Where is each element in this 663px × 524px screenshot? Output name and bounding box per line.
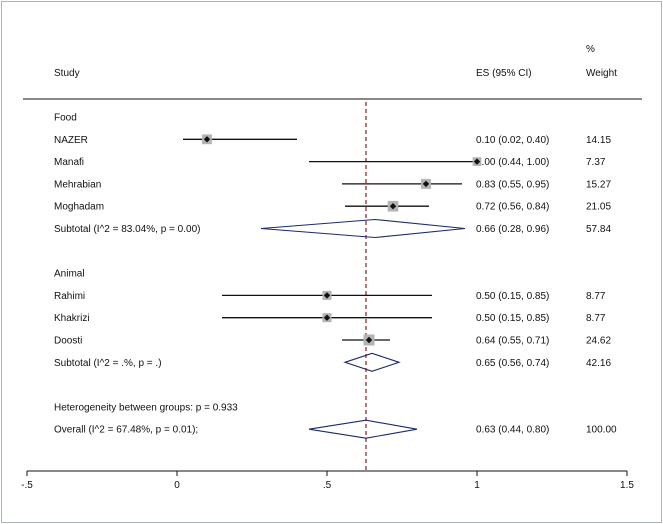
point-estimate [323,292,331,299]
point-estimate [389,203,397,210]
study-label: Moghadam [54,202,104,213]
effect-size-text: 0.66 (0.28, 0.96) [476,224,549,235]
weight-text: 14.15 [586,135,611,146]
weight-text: 7.37 [586,157,606,168]
subtotal-diamond [260,218,466,239]
effect-size-text: 0.50 (0.15, 0.85) [476,313,549,324]
study-label: Khakrizi [54,313,90,324]
subtotal-diamond [343,352,401,372]
weight-text: 15.27 [586,179,611,190]
header-weight-percent: % [586,44,595,55]
x-axis: -.5 0 .5 1 1.5 [21,470,634,491]
group-label: Food [54,113,77,124]
x-tick-label: 0 [174,480,180,491]
header-es: ES (95% CI) [476,68,532,79]
effect-size-text: 0.65 (0.56, 0.74) [476,358,549,369]
x-tick-label: -.5 [21,480,33,491]
x-tick-label: 1 [474,480,480,491]
rows-layer: Food NAZER 0.10 (0.02, 0.40) 14.15 Manafi 1.0… [54,102,617,471]
weight-text: 57.84 [586,224,611,235]
weight-text: 24.62 [586,336,611,347]
weight-text: 100.00 [586,425,617,436]
study-label: Rahimi [54,291,85,302]
effect-size-text: 0.72 (0.56, 0.84) [476,202,549,213]
header-study: Study [54,68,80,79]
weight-text: 42.16 [586,358,611,369]
group-label: Animal [54,269,85,280]
study-label: Mehrabian [54,179,101,190]
effect-size-text: 0.50 (0.15, 0.85) [476,291,549,302]
point-estimate [473,158,481,165]
effect-size-text: 0.10 (0.02, 0.40) [476,135,549,146]
effect-size-text: 0.63 (0.44, 0.80) [476,425,549,436]
overall-label: Overall (I^2 = 67.48%, p = 0.01); [54,425,198,436]
header-weight: Weight [586,68,617,79]
point-estimate [203,136,211,143]
effect-size-text: 0.83 (0.55, 0.95) [476,179,549,190]
weight-text: 8.77 [586,313,606,324]
weight-text: 21.05 [586,202,611,213]
effect-size-text: 1.00 (0.44, 1.00) [476,157,549,168]
study-label: Manafi [54,157,84,168]
subtotal-label: Subtotal (I^2 = 83.04%, p = 0.00) [54,224,200,235]
x-tick-label: .5 [323,480,332,491]
heterogeneity-note: Heterogeneity between groups: p = 0.933 [54,402,238,413]
effect-size-text: 0.64 (0.55, 0.71) [476,336,549,347]
point-estimate [365,336,373,344]
study-label: NAZER [54,135,88,146]
point-estimate [422,180,430,188]
study-label: Doosti [54,336,82,347]
weight-text: 8.77 [586,291,606,302]
x-tick-label: 1.5 [620,480,634,491]
point-estimate [323,314,331,321]
overall-diamond [308,419,418,439]
subtotal-label: Subtotal (I^2 = .%, p = .) [54,358,162,369]
